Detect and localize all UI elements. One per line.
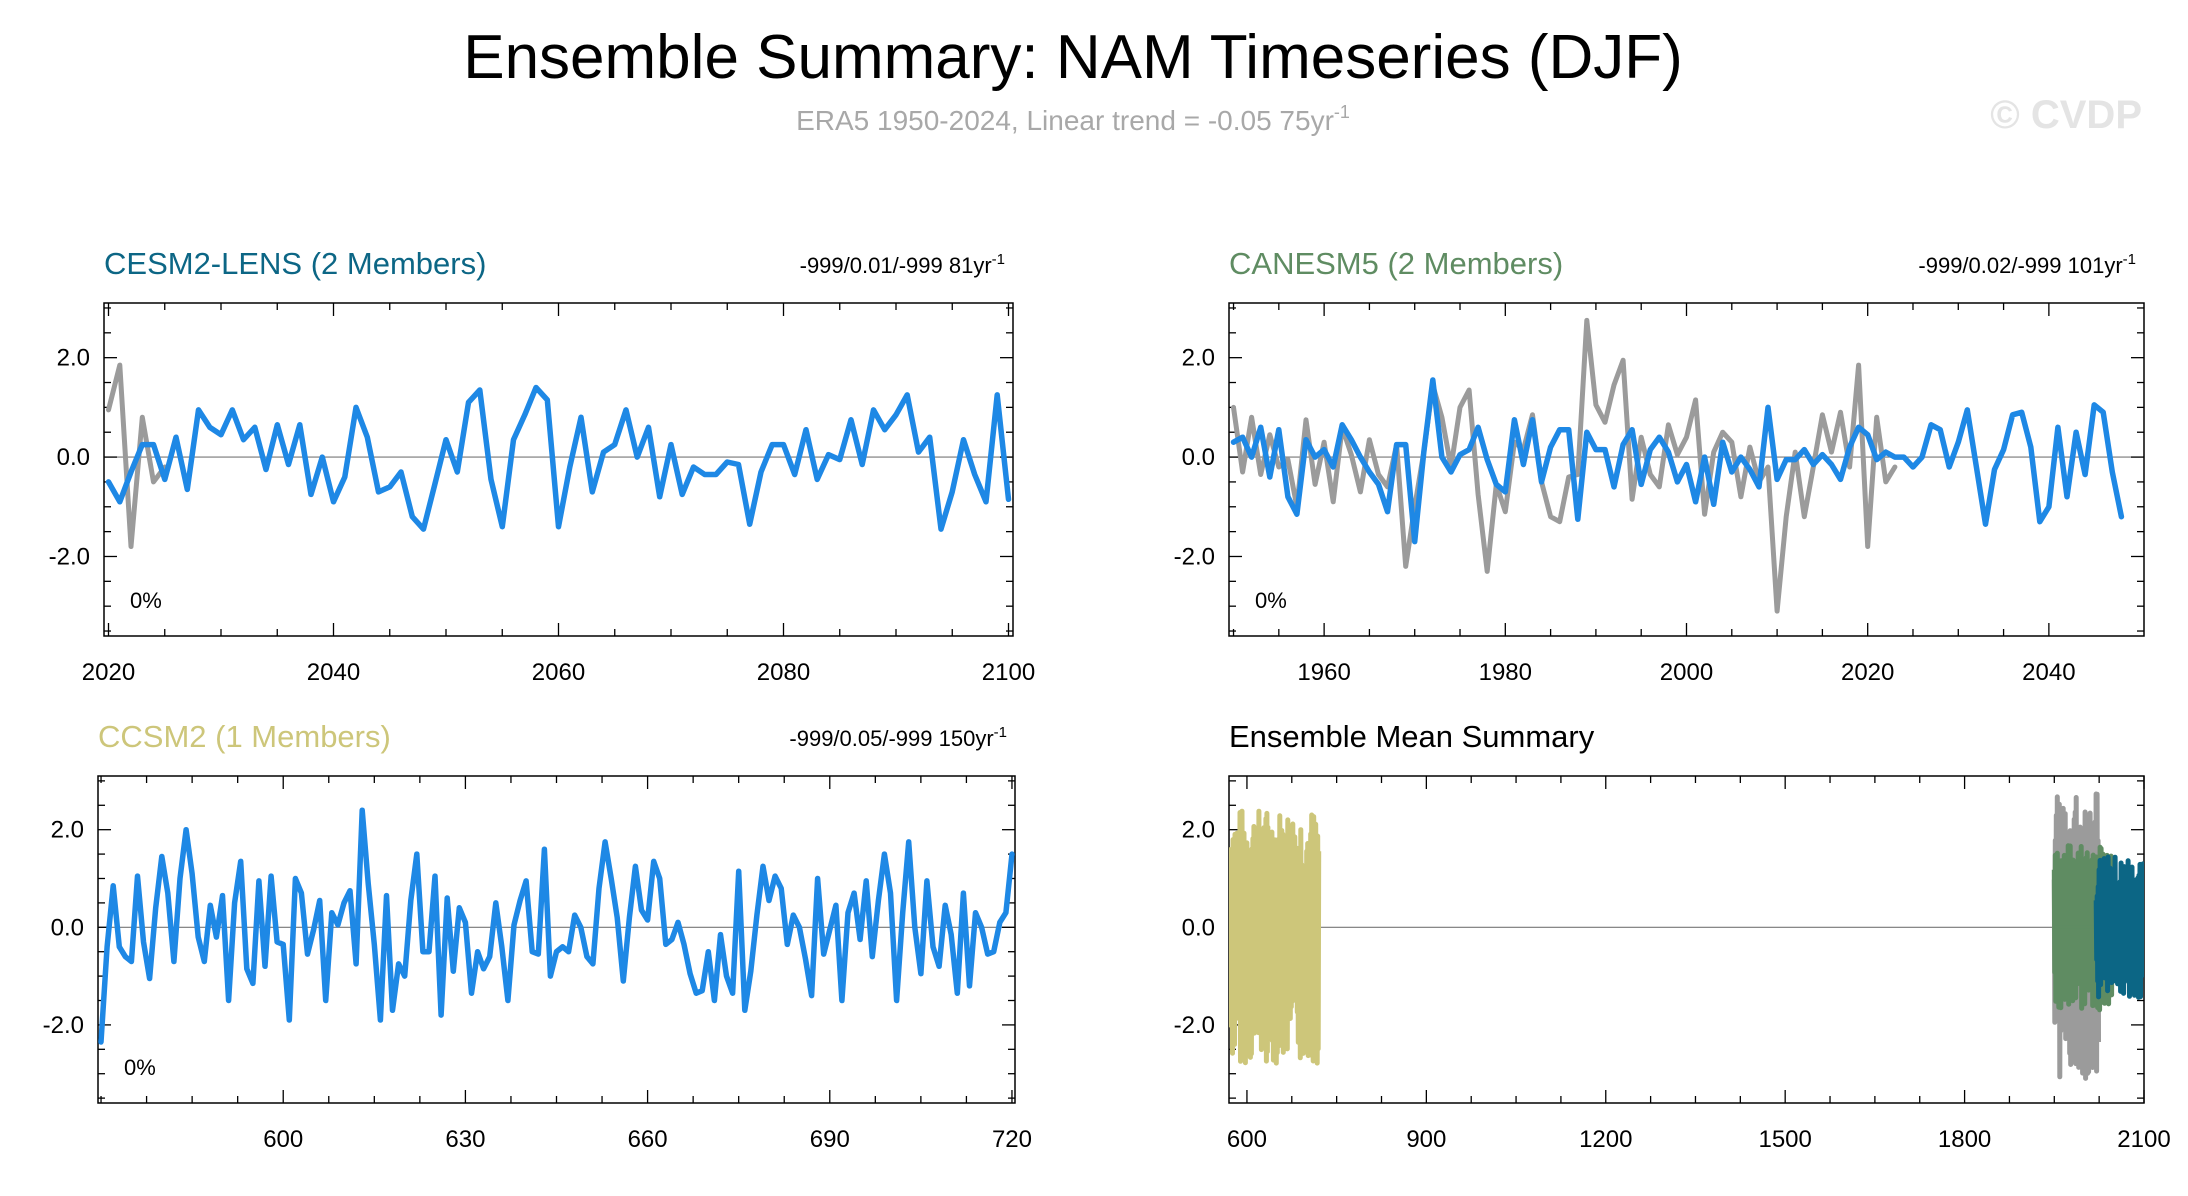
plot-frame [1228, 775, 2145, 1104]
panel-stat-label: -999/0.02/-999 101yr-1 [1918, 251, 2136, 278]
subtitle-text: ERA5 1950-2024, Linear trend = -0.05 75y… [796, 105, 1334, 136]
plot-data [1229, 791, 2144, 1081]
y-tick-label: -2.0 [43, 1012, 84, 1039]
figure-subtitle: ERA5 1950-2024, Linear trend = -0.05 75y… [796, 102, 1350, 136]
stat-text: -999/0.01/-999 81yr [800, 253, 992, 278]
observation-line [106, 362, 168, 549]
panel-area: CESM2-LENS (2 Members) -999/0.01/-999 81y… [43, 246, 2171, 1153]
y-tick-label: -2.0 [49, 543, 90, 570]
x-tick-label: 1800 [1938, 1126, 1991, 1153]
x-tick-label: 1980 [1479, 659, 1532, 686]
plot-data [105, 362, 1012, 549]
x-tick-label: 600 [263, 1126, 303, 1153]
plot-data [1230, 317, 2125, 614]
plot-data [98, 807, 1015, 1045]
x-tick-label: 690 [810, 1126, 850, 1153]
x-tick-label: 2020 [82, 659, 135, 686]
panel-title: CANESM5 (2 Members) [1229, 246, 1563, 281]
x-tick-label: 630 [445, 1126, 485, 1153]
chart-panel-3: CCSM2 (1 Members) -999/0.05/-999 150yr-1 2… [43, 719, 1032, 1153]
y-tick-label: 2.0 [1182, 345, 1215, 372]
x-tick-label: 2100 [982, 659, 1035, 686]
x-tick-label: 2020 [1841, 659, 1894, 686]
panel-title: CCSM2 (1 Members) [98, 719, 391, 754]
y-tick-label: 0.0 [57, 444, 90, 471]
y-tick-label: 0.0 [1182, 444, 1215, 471]
chart-panel-4: Ensemble Mean Summary 2.0 0.0 -2.0 600 900 120… [1174, 719, 2171, 1153]
y-tick-label: 2.0 [1182, 817, 1215, 844]
percent-label: 0% [124, 1055, 156, 1080]
stat-text: -999/0.02/-999 101yr [1918, 253, 2122, 278]
stat-text: -999/0.05/-999 150yr [789, 726, 993, 751]
cvdp-watermark: © CVDP [1990, 93, 2142, 137]
y-tick-label: -2.0 [1174, 1012, 1215, 1039]
figure-title: Ensemble Summary: NAM Timeseries (DJF) [463, 23, 1683, 92]
y-tick-label: 2.0 [51, 817, 84, 844]
plot-frame [97, 775, 1016, 1104]
x-tick-label: 2040 [2022, 659, 2075, 686]
spread-band-ccsm2 [1229, 808, 1322, 1066]
x-tick-label: 900 [1406, 1126, 1446, 1153]
panel-title: CESM2-LENS (2 Members) [104, 246, 486, 281]
chart-panel-2: CANESM5 (2 Members) -999/0.02/-999 101yr-… [1174, 246, 2145, 686]
stat-superscript: -1 [994, 724, 1007, 741]
stat-superscript: -1 [992, 251, 1005, 268]
x-tick-label: 2000 [1660, 659, 1713, 686]
percent-label: 0% [1255, 588, 1287, 613]
x-tick-label: 2040 [307, 659, 360, 686]
x-tick-label: 720 [992, 1126, 1032, 1153]
plot-frame [103, 302, 1014, 637]
stat-superscript: -1 [2123, 251, 2136, 268]
y-tick-label: 2.0 [57, 345, 90, 372]
model-line [105, 384, 1012, 532]
x-tick-label: 2060 [532, 659, 585, 686]
x-tick-label: 2100 [2117, 1126, 2170, 1153]
y-tick-label: 0.0 [51, 914, 84, 941]
x-tick-label: 660 [628, 1126, 668, 1153]
panel-stat-label: -999/0.05/-999 150yr-1 [789, 724, 1007, 751]
x-tick-label: 1500 [1758, 1126, 1811, 1153]
x-tick-label: 1200 [1579, 1126, 1632, 1153]
subtitle-superscript: -1 [1334, 102, 1350, 122]
panel-stat-label: -999/0.01/-999 81yr-1 [800, 251, 1005, 278]
y-tick-label: 0.0 [1182, 914, 1215, 941]
x-tick-label: 600 [1227, 1126, 1267, 1153]
chart-panel-1: CESM2-LENS (2 Members) -999/0.01/-999 81y… [49, 246, 1036, 686]
percent-label: 0% [130, 588, 162, 613]
spread-band-cesm2-lens [2093, 854, 2144, 1000]
model-line [98, 807, 1015, 1045]
model-line [1230, 377, 2125, 545]
x-tick-label: 2080 [757, 659, 810, 686]
panel-title: Ensemble Mean Summary [1229, 719, 1595, 754]
x-tick-label: 1960 [1297, 659, 1350, 686]
y-tick-label: -2.0 [1174, 543, 1215, 570]
